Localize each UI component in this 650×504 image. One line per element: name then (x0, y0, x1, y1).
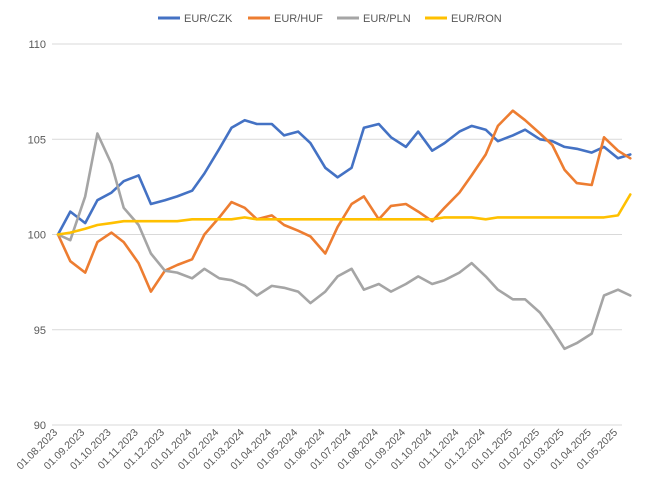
legend-item-eur-huf: EUR/HUF (248, 13, 323, 25)
legend-item-eur-czk: EUR/CZK (158, 13, 233, 25)
series-line-eur-ron (56, 193, 632, 236)
series-lines (56, 109, 632, 351)
y-tick-label: 90 (34, 420, 46, 432)
y-tick-label: 110 (28, 39, 46, 51)
y-tick-label: 105 (28, 134, 46, 146)
legend-label: EUR/HUF (274, 13, 323, 25)
legend-label: EUR/PLN (363, 13, 411, 25)
legend-item-eur-pln: EUR/PLN (337, 13, 411, 25)
gridlines (52, 43, 622, 426)
legend-label: EUR/CZK (184, 13, 233, 25)
y-tick-label: 95 (34, 325, 46, 337)
legend-label: EUR/RON (451, 13, 502, 25)
legend-item-eur-ron: EUR/RON (425, 13, 502, 25)
x-axis-tick-labels: 01.08.202301.09.202301.10.202301.11.2023… (14, 427, 620, 473)
y-axis-tick-labels: 90 95 100 105 110 (28, 39, 46, 432)
series-line-eur-huf (56, 109, 632, 293)
legend: EUR/CZK EUR/HUF EUR/PLN EUR/RON (158, 13, 502, 25)
y-tick-label: 100 (28, 230, 46, 242)
series-line-eur-pln (56, 132, 632, 351)
series-line-eur-czk (56, 118, 632, 236)
